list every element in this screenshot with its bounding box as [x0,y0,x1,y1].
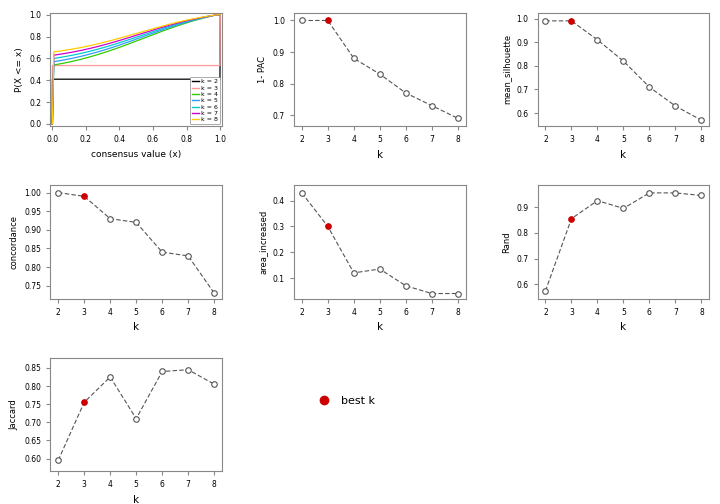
Y-axis label: Rand: Rand [502,231,511,253]
Y-axis label: mean_silhouette: mean_silhouette [502,34,511,104]
Legend: k = 2, k = 3, k = 4, k = 5, k = 6, k = 7, k = 8: k = 2, k = 3, k = 4, k = 5, k = 6, k = 7… [190,77,220,124]
X-axis label: k: k [133,322,139,332]
X-axis label: consensus value (x): consensus value (x) [91,150,181,159]
X-axis label: k: k [621,322,626,332]
Y-axis label: 1- PAC: 1- PAC [258,56,267,83]
Y-axis label: P(X <= x): P(X <= x) [14,47,24,92]
Y-axis label: Jaccard: Jaccard [10,399,19,430]
Y-axis label: concordance: concordance [10,215,19,269]
X-axis label: k: k [621,150,626,160]
Y-axis label: area_increased: area_increased [258,210,267,274]
X-axis label: k: k [377,322,383,332]
X-axis label: k: k [377,150,383,160]
X-axis label: k: k [133,495,139,504]
Legend: best k: best k [308,392,380,411]
